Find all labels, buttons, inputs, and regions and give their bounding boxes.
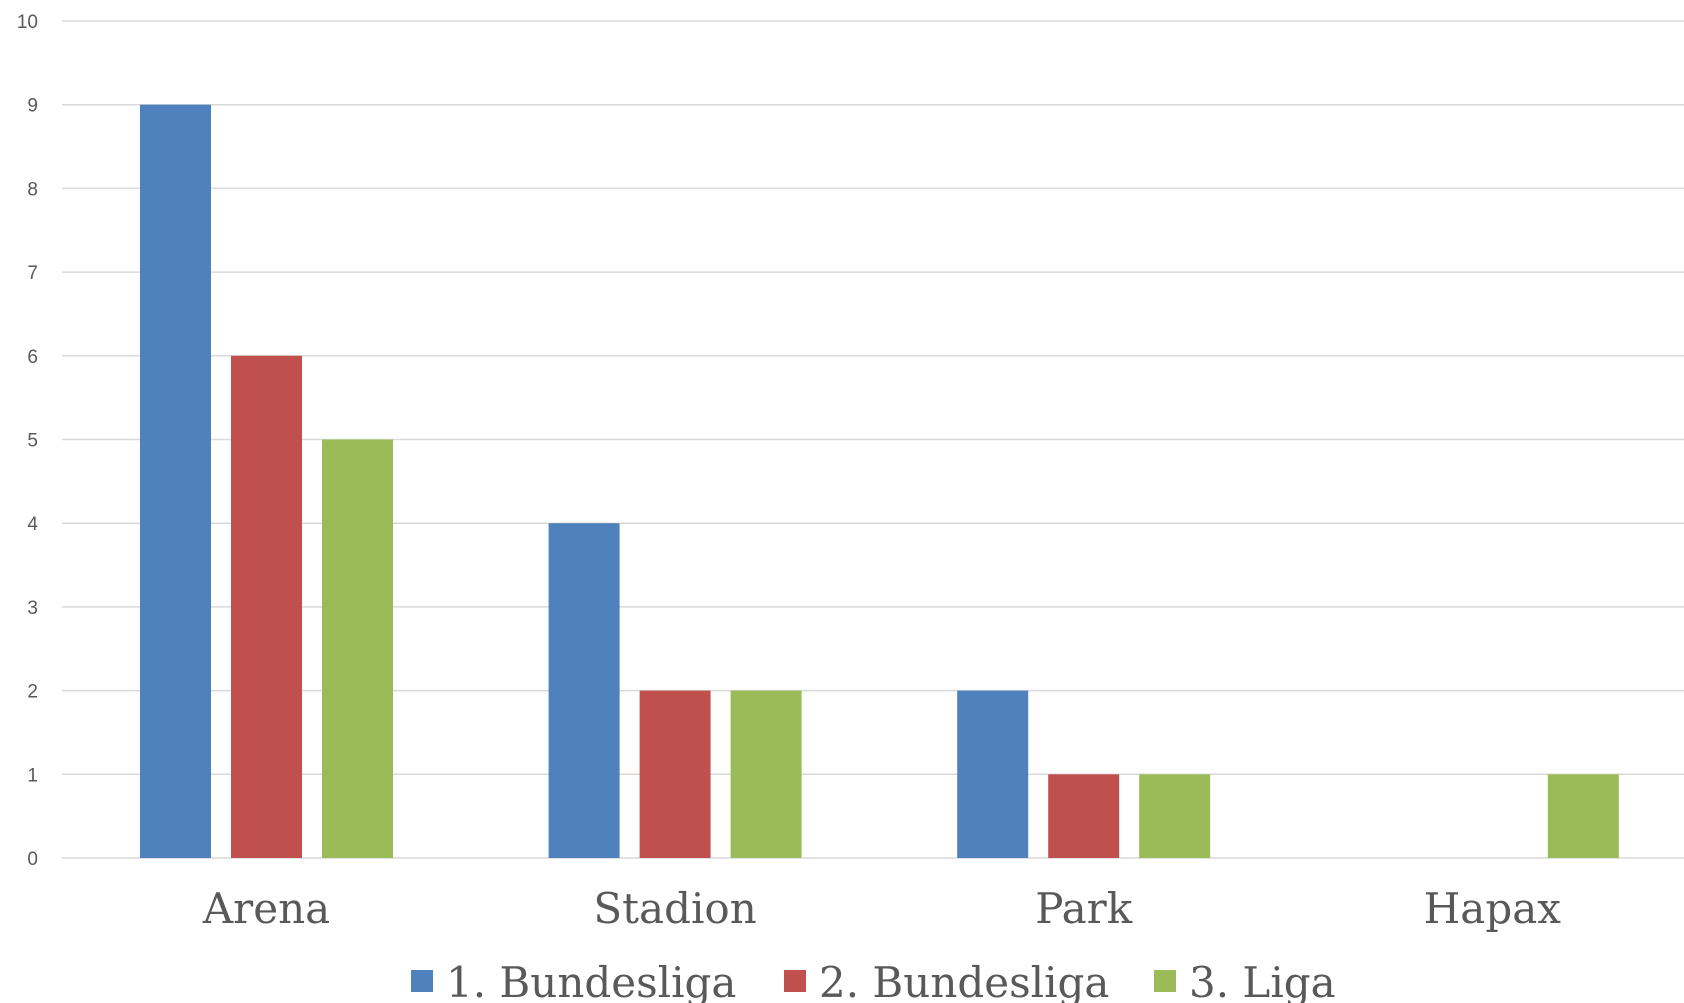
x-tick-label: Stadion <box>593 884 756 933</box>
x-tick-label: Park <box>1035 884 1132 933</box>
legend-swatch <box>1154 970 1176 992</box>
y-tick-label: 7 <box>27 263 38 284</box>
bar-park-series-1 <box>957 690 1029 858</box>
x-axis-category-labels: Arena Stadion Park Hapax <box>202 884 1561 933</box>
bar-arena-series-1 <box>140 104 211 858</box>
y-tick-label: 1 <box>27 765 38 786</box>
y-tick-label: 10 <box>17 12 38 33</box>
y-tick-label: 6 <box>27 347 38 368</box>
x-tick-label: Hapax <box>1424 884 1562 933</box>
bar-arena-series-3 <box>322 439 393 858</box>
bar-park-series-3 <box>1139 774 1211 858</box>
legend-label: 1. Bundesliga <box>446 958 736 1003</box>
legend-item-2: 2. Bundesliga <box>784 958 1109 1003</box>
legend: 1. Bundesliga 2. Bundesliga 3. Liga <box>411 958 1336 1003</box>
bar-arena-series-2 <box>231 355 302 858</box>
y-axis-tick-labels: 0 1 2 3 4 5 6 7 8 9 10 <box>17 12 39 870</box>
y-tick-label: 4 <box>27 514 38 535</box>
legend-label: 3. Liga <box>1189 958 1336 1003</box>
bars <box>140 104 1619 858</box>
bar-stadion-series-3 <box>730 690 802 858</box>
bar-park-series-2 <box>1048 774 1120 858</box>
legend-item-1: 1. Bundesliga <box>411 958 736 1003</box>
bar-hapax-series-3 <box>1547 774 1619 858</box>
x-tick-label: Arena <box>202 884 330 933</box>
legend-item-3: 3. Liga <box>1154 958 1336 1003</box>
y-tick-label: 5 <box>27 431 38 452</box>
legend-swatch <box>784 970 806 992</box>
gridlines <box>62 20 1684 859</box>
y-tick-label: 2 <box>27 682 38 703</box>
legend-label: 2. Bundesliga <box>819 958 1109 1003</box>
y-tick-label: 8 <box>27 179 38 200</box>
y-tick-label: 3 <box>27 598 38 619</box>
y-tick-label: 9 <box>27 96 38 117</box>
legend-swatch <box>411 970 433 992</box>
bar-stadion-series-1 <box>548 523 620 858</box>
bar-stadion-series-2 <box>639 690 711 858</box>
y-tick-label: 0 <box>27 849 38 870</box>
